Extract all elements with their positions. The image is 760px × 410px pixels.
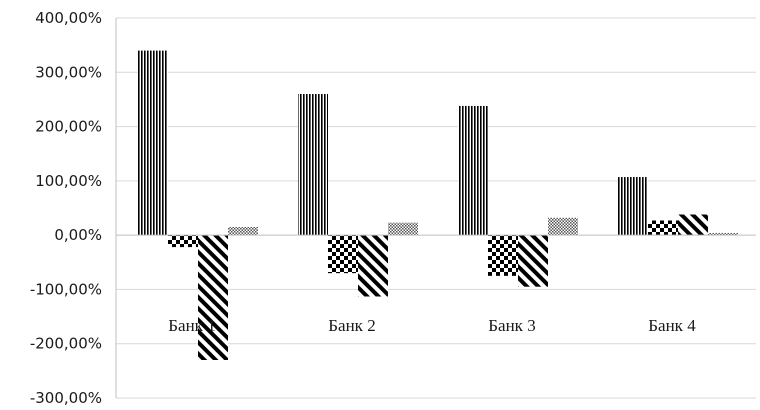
category-label: Банк 1: [168, 316, 215, 335]
bar-vertical-stripes-4: [618, 177, 648, 236]
y-tick-label: 300,00%: [35, 63, 102, 81]
bar-vertical-stripes-2: [298, 94, 328, 236]
bar-checkerboard-2: [328, 235, 358, 274]
bar-fine-dots-2: [388, 222, 418, 236]
category-label: Банк 3: [488, 316, 535, 335]
y-axis-tick-labels: 400,00% 300,00% 200,00% 100,00% 0,00% -100,00…: [30, 9, 102, 407]
x-axis-category-labels: Банк 1 Банк 2 Банк 3 Банк 4: [168, 316, 696, 335]
bar-diagonal-stripes-2: [358, 235, 388, 297]
bar-checkerboard-1: [168, 235, 198, 248]
bars: [138, 50, 738, 360]
bar-diagonal-stripes-3: [518, 235, 548, 287]
bar-vertical-stripes-1: [138, 50, 168, 236]
bar-fine-dots-1: [228, 227, 258, 236]
category-label: Банк 4: [648, 316, 696, 335]
y-tick-label: 0,00%: [54, 226, 102, 244]
y-tick-label: 200,00%: [35, 118, 102, 136]
y-tick-label: -200,00%: [30, 335, 102, 353]
bar-fine-dots-4: [708, 232, 738, 236]
bar-vertical-stripes-3: [458, 105, 488, 236]
bar-checkerboard-4: [648, 220, 678, 236]
y-tick-label: 400,00%: [35, 9, 102, 27]
y-tick-label: -100,00%: [30, 280, 102, 298]
bar-diagonal-stripes-1: [198, 235, 228, 360]
bar-checkerboard-3: [488, 235, 518, 276]
bar-fine-dots-3: [548, 217, 578, 236]
y-tick-label: -300,00%: [30, 389, 102, 407]
bar-diagonal-stripes-4: [678, 214, 708, 236]
category-label: Банк 2: [328, 316, 375, 335]
y-tick-label: 100,00%: [35, 172, 102, 190]
